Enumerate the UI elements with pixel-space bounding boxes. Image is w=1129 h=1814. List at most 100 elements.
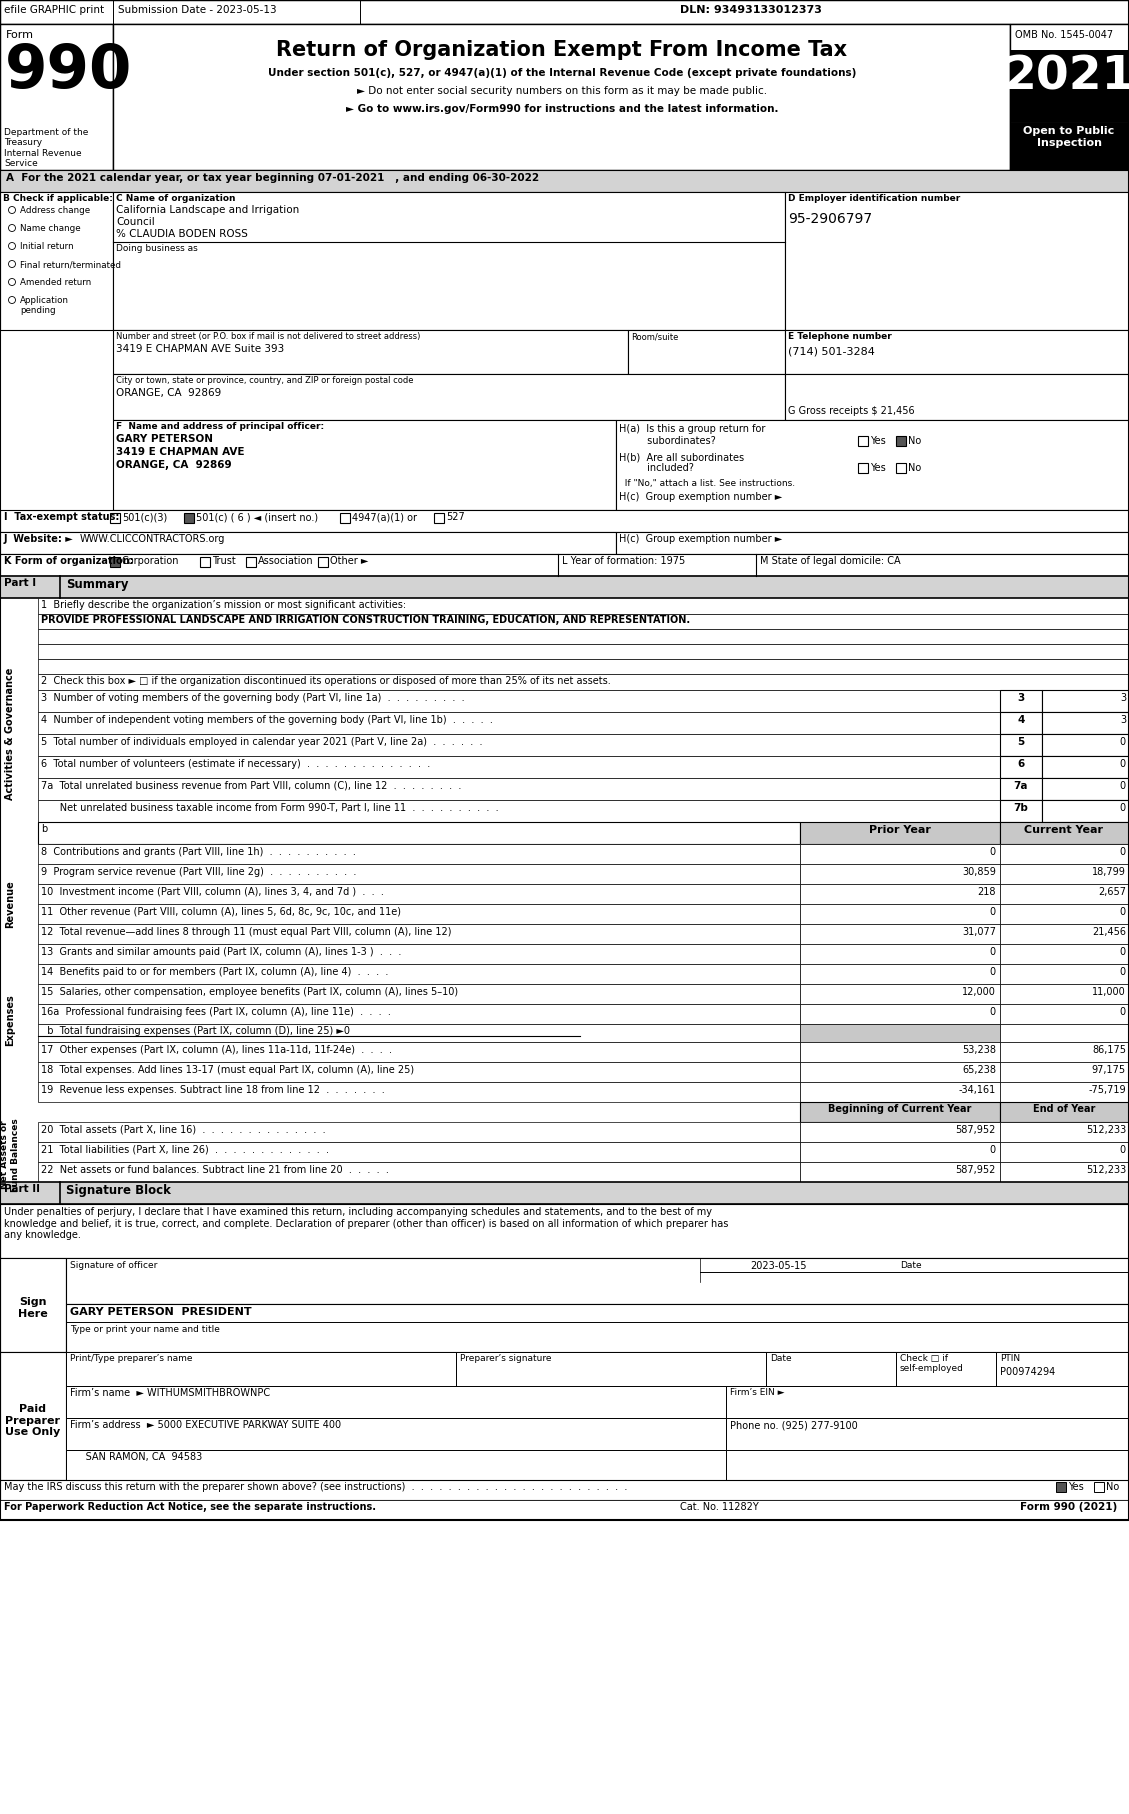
Bar (38, 644, 1129, 658)
Text: Activities & Governance: Activities & Governance (5, 668, 15, 800)
Text: Firm’s name  ► WITHUMSMITHBROWNPC: Firm’s name ► WITHUMSMITHBROWNPC (70, 1388, 270, 1399)
Text: Signature of officer: Signature of officer (70, 1261, 157, 1270)
Bar (1042, 689, 1129, 713)
Text: L Year of formation: 1975: L Year of formation: 1975 (562, 557, 685, 566)
Bar (785, 192, 1129, 330)
Bar (1000, 923, 1129, 943)
Text: 18  Total expenses. Add lines 13-17 (must equal Part IX, column (A), line 25): 18 Total expenses. Add lines 13-17 (must… (41, 1065, 414, 1076)
Bar (113, 421, 616, 510)
Text: F  Name and address of principal officer:: F Name and address of principal officer: (116, 423, 324, 432)
Bar (1010, 122, 1129, 171)
Text: E Telephone number: E Telephone number (788, 332, 892, 341)
Text: 0: 0 (1120, 967, 1126, 978)
Text: Initial return: Initial return (20, 241, 73, 250)
Text: 6  Total number of volunteers (estimate if necessary)  .  .  .  .  .  .  .  .  .: 6 Total number of volunteers (estimate i… (41, 758, 430, 769)
Bar (858, 435, 868, 446)
Text: K Form of organization:: K Form of organization: (5, 557, 133, 566)
Bar (800, 963, 1000, 983)
Text: H(a)  Is this a group return for: H(a) Is this a group return for (619, 424, 765, 434)
Bar (38, 863, 800, 883)
Text: SAN RAMON, CA  94583: SAN RAMON, CA 94583 (70, 1451, 202, 1462)
Text: Cat. No. 11282Y: Cat. No. 11282Y (680, 1502, 759, 1513)
Bar (38, 822, 800, 844)
Bar (38, 778, 1000, 800)
Text: J  Website: ►: J Website: ► (5, 533, 73, 544)
Text: OMB No. 1545-0047: OMB No. 1545-0047 (1015, 31, 1113, 40)
Text: 3: 3 (1120, 715, 1126, 726)
Text: Address change: Address change (20, 207, 90, 216)
Text: 53,238: 53,238 (962, 1045, 996, 1056)
Text: Preparer’s signature: Preparer’s signature (460, 1353, 551, 1362)
Text: 527: 527 (446, 512, 465, 522)
Text: 3  Number of voting members of the governing body (Part VI, line 1a)  .  .  .  .: 3 Number of voting members of the govern… (41, 693, 465, 704)
Text: No: No (1106, 1482, 1119, 1491)
Text: 4947(a)(1) or: 4947(a)(1) or (352, 512, 417, 522)
Bar (1000, 1041, 1129, 1061)
Bar (456, 1351, 765, 1386)
Bar (800, 1081, 1000, 1101)
Bar (800, 1041, 1000, 1061)
Bar (38, 1143, 800, 1163)
Text: Corporation: Corporation (122, 557, 180, 566)
Text: 7a: 7a (1014, 782, 1029, 791)
Bar (785, 374, 1129, 421)
Bar (38, 756, 1000, 778)
Bar (38, 613, 1129, 629)
Bar (800, 1163, 1000, 1183)
Bar (113, 374, 785, 421)
Text: efile GRAPHIC print: efile GRAPHIC print (5, 5, 104, 15)
Text: PROVIDE PROFESSIONAL LANDSCAPE AND IRRIGATION CONSTRUCTION TRAINING, EDUCATION, : PROVIDE PROFESSIONAL LANDSCAPE AND IRRIG… (41, 615, 690, 626)
Bar (1000, 1081, 1129, 1101)
Bar (1056, 1482, 1066, 1491)
Text: 86,175: 86,175 (1092, 1045, 1126, 1056)
Text: Doing business as: Doing business as (116, 245, 198, 252)
Text: If "No," attach a list. See instructions.: If "No," attach a list. See instructions… (619, 479, 795, 488)
Bar (800, 1023, 1000, 1041)
Bar (38, 1061, 800, 1081)
Bar (616, 532, 1129, 553)
Text: 501(c) ( 6 ) ◄ (insert no.): 501(c) ( 6 ) ◄ (insert no.) (196, 512, 318, 522)
Bar (0, 1500, 1129, 1520)
Bar (38, 983, 800, 1003)
Bar (1042, 778, 1129, 800)
Text: 0: 0 (1120, 1007, 1126, 1018)
Bar (38, 1003, 800, 1023)
Bar (340, 513, 350, 522)
Bar (1000, 756, 1042, 778)
Bar (38, 599, 1129, 613)
Bar (113, 24, 1010, 171)
Text: 14  Benefits paid to or for members (Part IX, column (A), line 4)  .  .  .  .: 14 Benefits paid to or for members (Part… (41, 967, 388, 978)
Text: 990: 990 (5, 42, 132, 102)
Bar (1094, 1482, 1104, 1491)
Bar (1042, 756, 1129, 778)
Text: 218: 218 (978, 887, 996, 896)
Bar (38, 943, 800, 963)
Text: H(c)  Group exemption number ►: H(c) Group exemption number ► (619, 492, 782, 502)
Text: 11  Other revenue (Part VIII, column (A), lines 5, 6d, 8c, 9c, 10c, and 11e): 11 Other revenue (Part VIII, column (A),… (41, 907, 401, 918)
Text: 7a  Total unrelated business revenue from Part VIII, column (C), line 12  .  .  : 7a Total unrelated business revenue from… (41, 782, 462, 791)
Text: City or town, state or province, country, and ZIP or foreign postal code: City or town, state or province, country… (116, 375, 413, 385)
Bar (1042, 735, 1129, 756)
Bar (0, 171, 1129, 192)
Bar (800, 1101, 1000, 1123)
Text: 512,233: 512,233 (1086, 1125, 1126, 1136)
Bar (38, 1163, 800, 1183)
Text: Return of Organization Exempt From Income Tax: Return of Organization Exempt From Incom… (277, 40, 848, 60)
Text: 1  Briefly describe the organization’s mission or most significant activities:: 1 Briefly describe the organization’s mi… (41, 600, 406, 610)
Bar (800, 883, 1000, 903)
Bar (38, 844, 800, 863)
Text: Application: Application (20, 296, 69, 305)
Bar (38, 1023, 800, 1041)
Bar (800, 1061, 1000, 1081)
Bar (184, 513, 194, 522)
Text: 13  Grants and similar amounts paid (Part IX, column (A), lines 1-3 )  .  .  .: 13 Grants and similar amounts paid (Part… (41, 947, 402, 958)
Text: % CLAUDIA BODEN ROSS: % CLAUDIA BODEN ROSS (116, 229, 248, 239)
Bar (0, 532, 616, 553)
Bar (1000, 963, 1129, 983)
Text: 0: 0 (1120, 804, 1126, 813)
Bar (110, 557, 120, 568)
Bar (765, 1351, 896, 1386)
Bar (38, 923, 800, 943)
Text: -34,161: -34,161 (959, 1085, 996, 1096)
Text: GARY PETERSON: GARY PETERSON (116, 434, 213, 444)
